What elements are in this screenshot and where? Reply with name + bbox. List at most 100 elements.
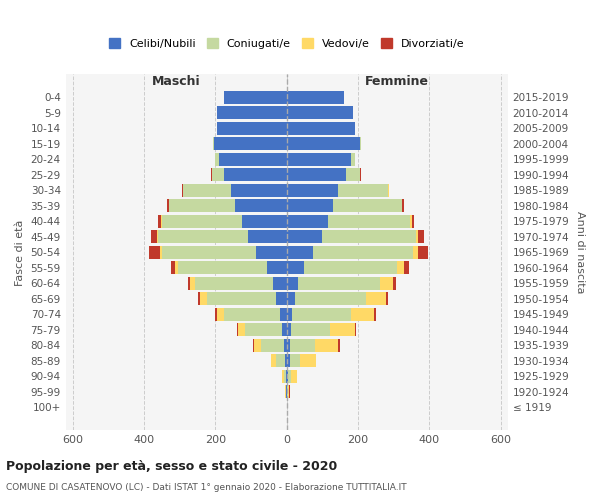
Bar [313,246,413,259]
Bar [360,137,361,150]
Bar [169,199,235,212]
Text: Popolazione per età, sesso e stato civile - 2020: Popolazione per età, sesso e stato civil… [6,460,337,473]
Bar [182,184,183,197]
Bar [158,214,161,228]
Bar [200,292,206,306]
Bar [195,276,273,290]
Bar [161,214,162,228]
Bar [206,292,276,306]
Bar [333,199,401,212]
Bar [287,106,353,120]
Bar [304,261,397,274]
Legend: Celibi/Nubili, Coniugati/e, Vedovi/e, Divorziati/e: Celibi/Nubili, Coniugati/e, Vedovi/e, Di… [104,34,469,54]
Bar [404,261,409,274]
Bar [171,261,175,274]
Bar [224,90,287,104]
Bar [160,246,162,259]
Bar [261,339,284,352]
Bar [418,246,428,259]
Bar [355,324,356,336]
Bar [198,292,200,306]
Bar [276,292,287,306]
Bar [287,152,351,166]
Bar [175,261,178,274]
Bar [283,324,287,336]
Bar [290,339,315,352]
Bar [224,168,287,181]
Bar [151,230,157,243]
Bar [276,354,285,368]
Bar [287,246,313,259]
Bar [328,214,410,228]
Bar [366,292,386,306]
Bar [149,246,160,259]
Bar [338,339,340,352]
Bar [287,276,298,290]
Bar [280,308,287,321]
Bar [292,308,351,321]
Bar [287,261,304,274]
Bar [284,339,287,352]
Bar [253,339,254,352]
Bar [401,199,402,212]
Bar [386,292,388,306]
Bar [217,122,287,135]
Bar [322,230,416,243]
Bar [282,370,284,383]
Bar [416,230,418,243]
Bar [330,324,355,336]
Bar [315,339,338,352]
Bar [248,230,287,243]
Bar [284,370,286,383]
Bar [188,276,190,290]
Bar [397,261,404,274]
Bar [256,246,287,259]
Bar [285,354,287,368]
Bar [273,276,287,290]
Bar [301,354,316,368]
Bar [178,261,267,274]
Bar [291,370,298,383]
Y-axis label: Fasce di età: Fasce di età [15,219,25,286]
Bar [213,137,214,150]
Bar [351,152,355,166]
Bar [215,152,219,166]
Bar [217,106,287,120]
Bar [290,354,301,368]
Bar [291,324,330,336]
Bar [380,276,392,290]
Bar [287,339,290,352]
Bar [214,137,287,150]
Bar [412,214,415,228]
Bar [287,386,288,398]
Bar [287,137,360,150]
Bar [215,308,217,321]
Bar [287,90,344,104]
Bar [286,370,287,383]
Bar [351,308,374,321]
Bar [392,276,396,290]
Bar [158,230,248,243]
Bar [287,168,346,181]
Bar [418,230,424,243]
Bar [413,246,418,259]
Bar [287,184,338,197]
Bar [402,199,404,212]
Bar [217,308,224,321]
Text: Femmine: Femmine [365,75,429,88]
Bar [288,370,291,383]
Bar [287,292,295,306]
Bar [224,308,280,321]
Bar [287,230,322,243]
Bar [190,276,195,290]
Y-axis label: Anni di nascita: Anni di nascita [575,211,585,294]
Bar [267,261,287,274]
Bar [162,246,256,259]
Bar [287,308,292,321]
Bar [410,214,412,228]
Bar [235,199,287,212]
Bar [287,214,328,228]
Bar [346,168,360,181]
Bar [287,199,333,212]
Bar [287,324,291,336]
